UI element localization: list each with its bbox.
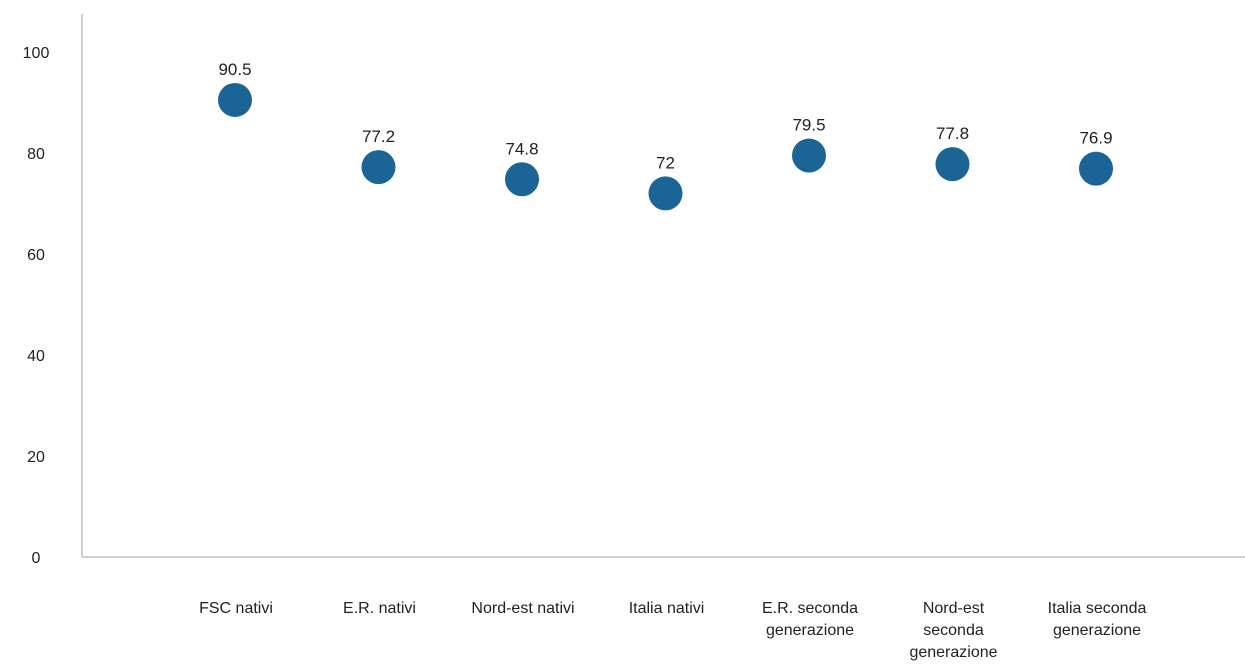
y-tick-label: 20 <box>27 449 45 466</box>
data-label: 72 <box>656 153 675 172</box>
data-label: 77.8 <box>936 124 969 143</box>
data-label: 77.2 <box>362 127 395 146</box>
data-label: 79.5 <box>792 116 825 135</box>
y-axis-ticks: 0 20 40 60 80 100 <box>23 45 50 567</box>
x-category-label: Italia nativi <box>629 600 705 617</box>
data-points <box>218 82 1113 211</box>
y-tick-label: 100 <box>23 45 50 62</box>
data-point <box>648 176 683 211</box>
y-tick-label: 40 <box>27 348 45 365</box>
x-category-label: Nord-est nativi <box>471 600 574 617</box>
data-labels: 90.5 77.2 74.8 72 79.5 77.8 76.9 <box>218 60 1112 172</box>
y-tick-label: 60 <box>27 247 45 264</box>
x-category-label: Nord-est seconda generazione <box>909 600 997 661</box>
category-labels: FSC nativi E.R. nativi Nord-est nativi Ital… <box>199 600 1146 661</box>
data-point <box>361 150 396 185</box>
y-tick-label: 0 <box>32 550 41 567</box>
data-point <box>505 162 539 197</box>
x-category-label: E.R. nativi <box>343 600 416 617</box>
data-point <box>792 138 826 173</box>
data-label: 74.8 <box>505 139 538 158</box>
data-point <box>218 82 252 117</box>
data-label: 76.9 <box>1079 129 1112 148</box>
data-point <box>935 147 970 182</box>
y-tick-label: 80 <box>27 146 45 163</box>
x-category-label: E.R. seconda generazione <box>762 600 858 639</box>
data-point <box>1079 151 1113 186</box>
x-category-label: Italia seconda generazione <box>1048 600 1147 639</box>
data-label: 90.5 <box>218 60 251 79</box>
x-category-label: FSC nativi <box>199 600 273 617</box>
